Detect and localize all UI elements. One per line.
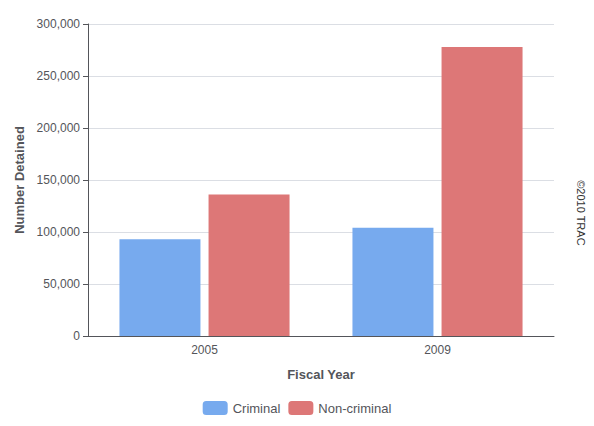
svg-text:100,000: 100,000 <box>37 225 81 239</box>
svg-text:Criminal: Criminal <box>233 401 281 416</box>
svg-text:250,000: 250,000 <box>37 69 81 83</box>
svg-text:300,000: 300,000 <box>37 17 81 31</box>
svg-text:Fiscal Year: Fiscal Year <box>287 367 355 382</box>
svg-text:2005: 2005 <box>191 343 218 357</box>
svg-text:2009: 2009 <box>424 343 451 357</box>
svg-text:Non-criminal: Non-criminal <box>318 401 391 416</box>
svg-text:0: 0 <box>73 329 80 343</box>
svg-text:Number Detained: Number Detained <box>12 126 27 234</box>
svg-text:©2010 TRAC: ©2010 TRAC <box>575 180 587 245</box>
svg-text:50,000: 50,000 <box>43 277 80 291</box>
svg-text:200,000: 200,000 <box>37 121 81 135</box>
svg-text:150,000: 150,000 <box>37 173 81 187</box>
